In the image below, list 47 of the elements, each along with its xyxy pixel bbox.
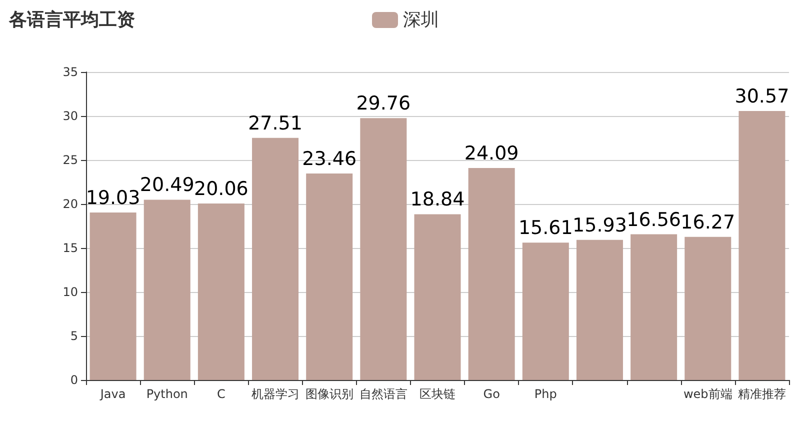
data-label: 23.46	[302, 148, 357, 170]
data-label: 16.27	[680, 211, 736, 234]
y-tick-label: 30	[62, 109, 78, 123]
data-label: 29.76	[356, 92, 411, 115]
bar	[414, 214, 461, 380]
y-tick-label: 5	[70, 329, 78, 343]
bar	[306, 174, 353, 380]
x-tick-label: Go	[483, 387, 500, 401]
x-tick-label: Php	[534, 387, 557, 401]
x-tick-label: 机器学习	[251, 387, 300, 401]
x-tick-label: C	[216, 387, 226, 401]
data-label: 27.51	[248, 112, 302, 134]
bar	[144, 200, 190, 380]
x-tick-label: 区块链	[420, 387, 456, 401]
y-tick-label: 35	[62, 65, 78, 79]
x-tick-label: 图像识别	[305, 387, 354, 401]
data-label: 30.57	[734, 85, 790, 108]
y-tick-label: 20	[62, 197, 78, 211]
y-tick-label: 0	[70, 373, 78, 387]
chart-title: 各语言平均工资	[8, 10, 135, 30]
data-label: 20.49	[140, 174, 194, 196]
bar	[630, 234, 678, 380]
data-label: 24.09	[464, 142, 519, 165]
y-tick-label: 10	[62, 285, 78, 299]
data-label: 20.06	[194, 178, 248, 200]
bar	[576, 240, 623, 380]
bar	[252, 138, 299, 380]
bar	[198, 203, 244, 380]
y-tick-label: 25	[62, 153, 78, 167]
x-tick-label: 自然语言	[359, 387, 408, 401]
data-label: 15.61	[518, 217, 573, 240]
legend-label: 深圳	[403, 10, 439, 30]
x-tick-label: 精准推荐	[738, 387, 786, 401]
bar	[738, 110, 786, 380]
x-tick-label: Java	[99, 387, 126, 401]
bar	[468, 168, 515, 380]
data-label: 16.56	[626, 208, 682, 231]
bar	[360, 118, 407, 380]
data-label: 18.84	[410, 188, 465, 211]
data-label: 19.03	[86, 187, 140, 210]
bar	[684, 236, 732, 380]
y-tick-label: 15	[62, 241, 78, 255]
bar	[522, 242, 569, 380]
x-tick-label: web前端	[683, 387, 732, 401]
data-label: 15.93	[572, 214, 627, 236]
x-tick-label: Python	[146, 387, 188, 401]
bar	[90, 212, 136, 380]
